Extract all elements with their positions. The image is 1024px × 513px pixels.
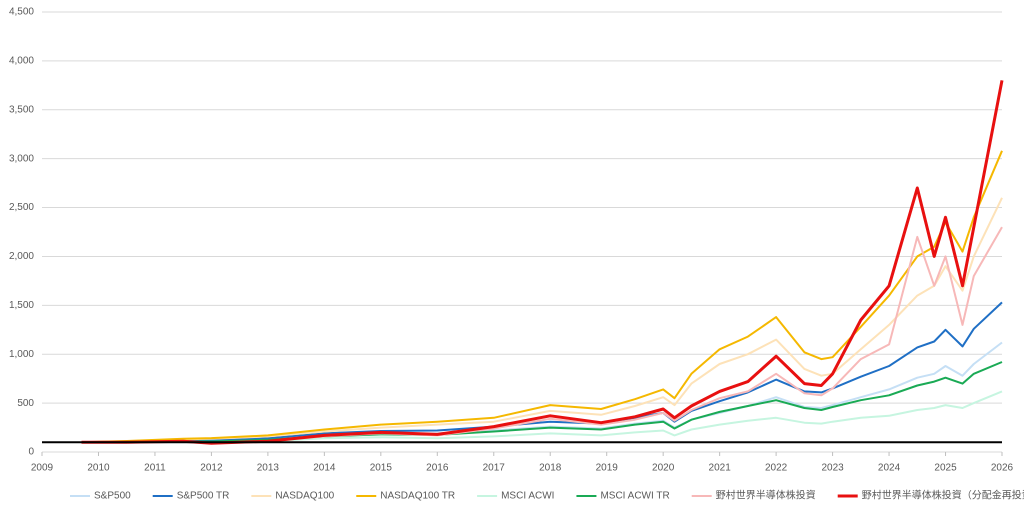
x-tick-label: 2009 (31, 463, 54, 474)
legend-item: S&P500 (70, 491, 131, 502)
legend-item: NASDAQ100 (251, 491, 335, 502)
legend-label: 野村世界半導体株投資 (716, 489, 816, 502)
series-line (81, 150, 1003, 444)
legend-label: 野村世界半導体株投資（分配金再投資） (862, 489, 1024, 502)
x-tick-label: 2022 (765, 463, 788, 474)
x-tick-label: 2025 (934, 463, 957, 474)
x-tick-label: 2024 (878, 463, 901, 474)
series-line (81, 197, 1003, 444)
y-tick-label: 4,000 (9, 56, 34, 67)
x-tick-label: 2020 (652, 463, 675, 474)
legend-item: NASDAQ100 TR (356, 491, 455, 502)
series-line (81, 361, 1003, 444)
legend-label: NASDAQ100 (275, 491, 334, 502)
y-tick-label: 2,000 (9, 251, 34, 262)
x-tick-label: 2010 (87, 463, 110, 474)
y-tick-label: 3,000 (9, 153, 34, 164)
y-tick-label: 500 (17, 398, 34, 409)
legend-item: S&P500 TR (152, 491, 230, 502)
legend-item: MSCI ACWI TR (576, 491, 670, 502)
series-line (81, 80, 1004, 445)
legend-item: MSCI ACWI (477, 491, 554, 502)
x-tick-label: 2015 (370, 463, 393, 474)
legend-item: 野村世界半導体株投資（分配金再投資） (837, 489, 1024, 502)
y-tick-label: 1,500 (9, 300, 34, 311)
y-tick-label: 4,500 (9, 7, 34, 18)
legend-item: 野村世界半導体株投資 (691, 489, 816, 502)
x-tick-label: 2011 (144, 463, 166, 474)
x-tick-label: 2019 (596, 463, 619, 474)
x-tick-label: 2017 (483, 463, 506, 474)
x-tick-label: 2012 (200, 463, 223, 474)
legend-label: S&P500 (94, 491, 131, 502)
legend-label: MSCI ACWI TR (600, 491, 669, 502)
x-tick-label: 2013 (257, 463, 280, 474)
x-tick-label: 2014 (313, 463, 336, 474)
y-tick-label: 0 (28, 447, 34, 458)
y-tick-label: 2,500 (9, 202, 34, 213)
series-line (81, 226, 1003, 444)
legend-label: NASDAQ100 TR (380, 491, 455, 502)
x-tick-label: 2023 (821, 463, 844, 474)
legend-label: S&P500 TR (177, 491, 230, 502)
x-tick-label: 2016 (426, 463, 449, 474)
y-tick-label: 3,500 (9, 104, 34, 115)
y-tick-label: 1,000 (9, 349, 34, 360)
x-tick-label: 2026 (991, 463, 1014, 474)
series-line (81, 390, 1003, 444)
x-tick-label: 2021 (709, 463, 732, 474)
legend-label: MSCI ACWI (501, 491, 554, 502)
x-tick-label: 2018 (539, 463, 562, 474)
